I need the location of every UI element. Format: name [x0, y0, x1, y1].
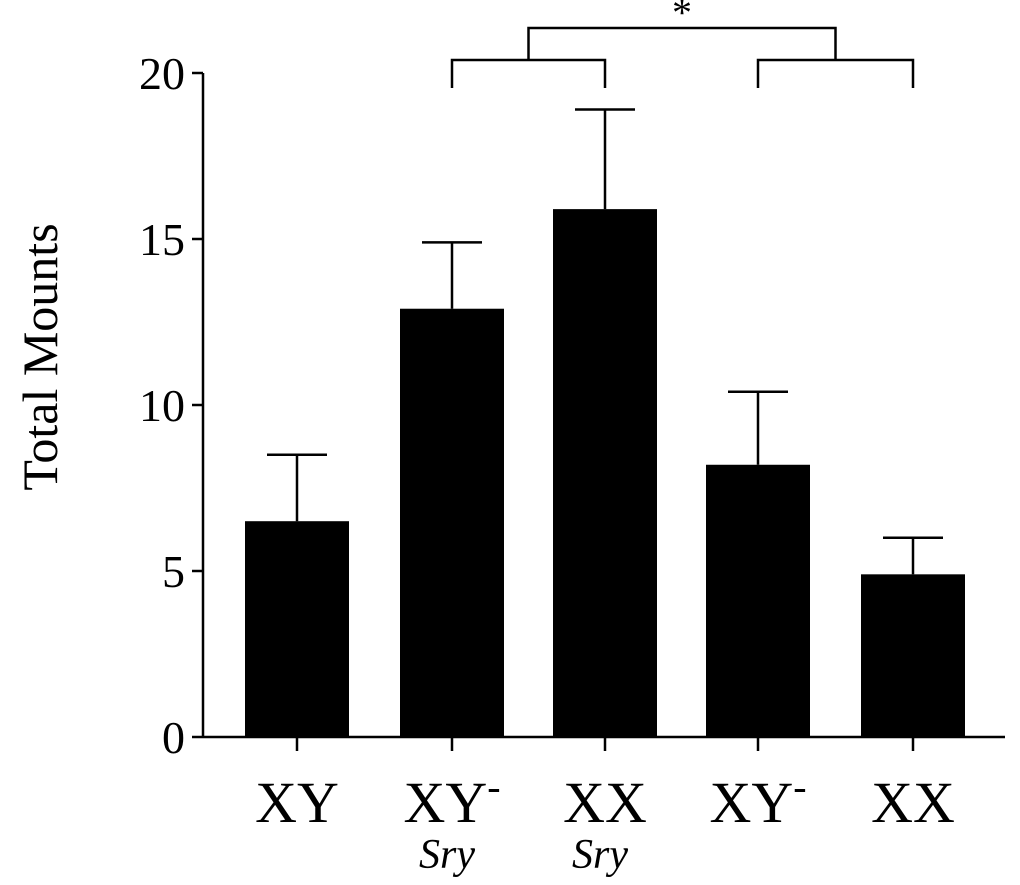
x-category-label: XX [871, 770, 955, 835]
x-category-superscript: - [487, 764, 500, 809]
y-tick-label: 20 [139, 48, 185, 99]
bar [861, 574, 965, 737]
x-category-sublabel: Sry [419, 832, 475, 878]
x-category-superscript: - [793, 764, 806, 809]
significance-star: * [672, 0, 692, 35]
y-tick-label: 5 [162, 546, 185, 597]
error-bars [267, 108, 943, 575]
x-category-label: XY- [403, 764, 500, 835]
x-category-sublabel: Sry [572, 832, 628, 878]
bar [553, 209, 657, 737]
bracket-top [527, 26, 837, 60]
bar [245, 521, 349, 737]
bar [706, 464, 810, 737]
y-ticks: 0 5 10 15 20 [139, 48, 203, 763]
y-tick-label: 0 [162, 712, 185, 763]
x-category-label: XY [255, 770, 339, 835]
significance-bracket: * [450, 0, 915, 88]
y-tick-label: 15 [139, 214, 185, 265]
y-tick-label: 10 [139, 380, 185, 431]
x-category-label: XY- [709, 764, 806, 835]
bracket-group-left [450, 58, 607, 88]
bars [245, 209, 965, 737]
x-category-label: XX [563, 770, 647, 835]
y-axis-label: Total Mounts [12, 223, 68, 490]
bracket-group-right [756, 58, 915, 88]
bar [400, 308, 504, 737]
